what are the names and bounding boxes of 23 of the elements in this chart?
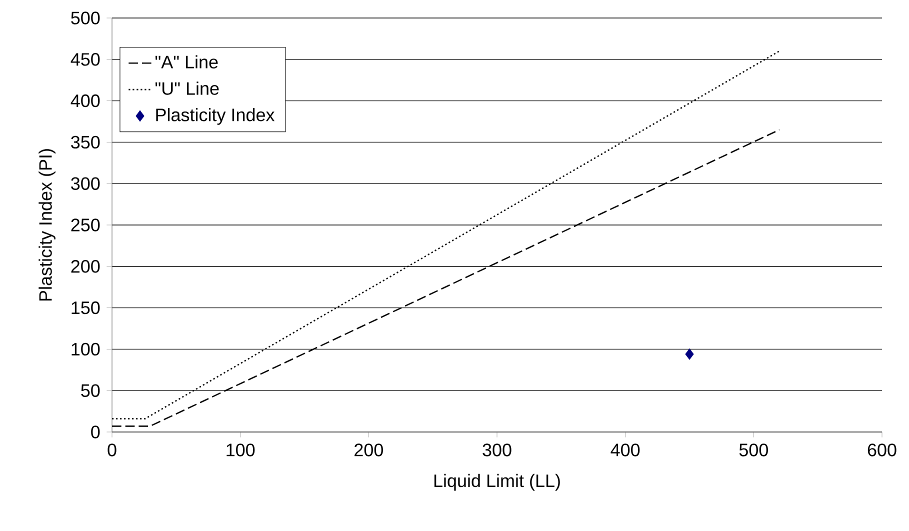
legend-label: "U" Line xyxy=(156,82,219,95)
y-tick-label: 450 xyxy=(70,53,100,66)
x-tick-label: 500 xyxy=(739,444,768,456)
x-tick-label: 300 xyxy=(482,444,512,456)
y-tick-label: 300 xyxy=(71,177,100,190)
x-tick-label: 100 xyxy=(226,444,255,456)
y-tick-label: 400 xyxy=(70,94,100,108)
x-axis-title: Liquid Limit (LL) xyxy=(434,474,560,491)
y-tick-label: 200 xyxy=(71,260,100,273)
y-tick-label: 100 xyxy=(72,342,100,356)
x-tick-label: 200 xyxy=(354,444,383,456)
x-tick-label: 0 xyxy=(108,444,116,456)
x-tick-label: 600 xyxy=(868,444,896,456)
y-tick-label: 500 xyxy=(71,12,100,24)
legend-label: "A" Line xyxy=(156,55,218,68)
y-tick-label: 0 xyxy=(91,426,100,438)
y-axis-title: Plasticity Index (PI) xyxy=(38,149,56,301)
x-tick-label: 400 xyxy=(610,444,640,456)
legend-label: Plasticity Index xyxy=(156,108,275,125)
y-tick-label: 250 xyxy=(71,218,100,232)
y-tick-label: 150 xyxy=(72,301,100,314)
y-tick-label: 350 xyxy=(71,136,100,149)
y-tick-label: 50 xyxy=(81,384,100,397)
